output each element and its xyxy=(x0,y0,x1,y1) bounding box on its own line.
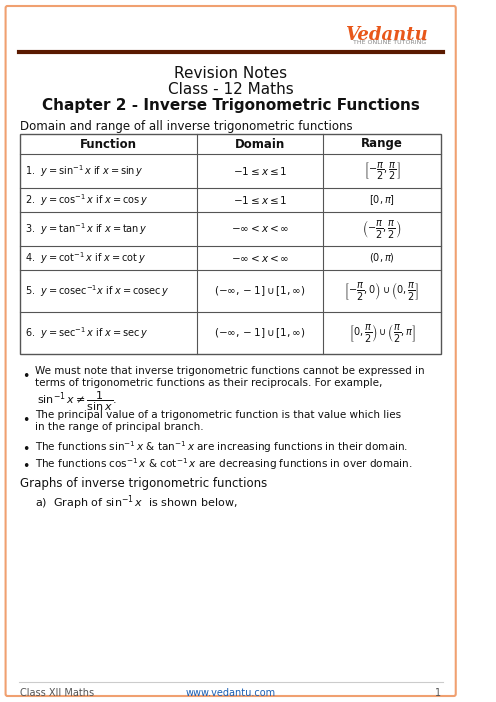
Text: Range: Range xyxy=(361,138,403,150)
Text: $\left[0,\dfrac{\pi}{2}\right)\cup\left(\dfrac{\pi}{2},\pi\right]$: $\left[0,\dfrac{\pi}{2}\right)\cup\left(… xyxy=(349,322,415,344)
Text: Vedantu: Vedantu xyxy=(345,26,428,44)
Text: 5.  $y = \mathrm{cosec}^{-1}x$ if $x = \mathrm{cosec}\,y$: 5. $y = \mathrm{cosec}^{-1}x$ if $x = \m… xyxy=(25,283,170,299)
Text: Revision Notes: Revision Notes xyxy=(174,66,287,81)
Text: Domain and range of all inverse trigonometric functions: Domain and range of all inverse trigonom… xyxy=(20,120,353,133)
Text: The principal value of a trigonometric function is that value which lies: The principal value of a trigonometric f… xyxy=(35,410,401,420)
Text: THE ONLINE TUTORING: THE ONLINE TUTORING xyxy=(353,40,426,45)
Text: Graphs of inverse trigonometric functions: Graphs of inverse trigonometric function… xyxy=(20,477,268,490)
Text: 4.  $y = \cot^{-1}x$ if $x = \cot y$: 4. $y = \cot^{-1}x$ if $x = \cot y$ xyxy=(25,250,146,266)
Text: Function: Function xyxy=(80,138,137,150)
Text: www.vedantu.com: www.vedantu.com xyxy=(186,688,276,698)
Text: Chapter 2 - Inverse Trigonometric Functions: Chapter 2 - Inverse Trigonometric Functi… xyxy=(42,98,420,113)
Text: $(0, \pi)$: $(0, \pi)$ xyxy=(369,251,395,265)
Text: $\sin^{-1}x \neq \dfrac{1}{\sin x}$.: $\sin^{-1}x \neq \dfrac{1}{\sin x}$. xyxy=(37,390,117,413)
Text: •: • xyxy=(22,414,30,427)
Text: Domain: Domain xyxy=(235,138,285,150)
Polygon shape xyxy=(168,139,307,349)
Text: •: • xyxy=(22,460,30,473)
Text: 3.  $y = \tan^{-1}x$ if $x = \tan y$: 3. $y = \tan^{-1}x$ if $x = \tan y$ xyxy=(25,221,148,237)
Text: We must note that inverse trigonometric functions cannot be expressed in: We must note that inverse trigonometric … xyxy=(35,366,425,376)
Text: $(-\infty,-1]\cup[1,\infty)$: $(-\infty,-1]\cup[1,\infty)$ xyxy=(214,326,306,340)
Text: 1.  $y = \sin^{-1}x$ if $x = \sin y$: 1. $y = \sin^{-1}x$ if $x = \sin y$ xyxy=(25,163,144,179)
Text: in the range of principal branch.: in the range of principal branch. xyxy=(35,422,204,432)
Text: $\left[-\dfrac{\pi}{2},0\right)\cup\left(0,\dfrac{\pi}{2}\right]$: $\left[-\dfrac{\pi}{2},0\right)\cup\left… xyxy=(344,280,420,302)
Text: $-\infty < x < \infty$: $-\infty < x < \infty$ xyxy=(231,253,289,263)
Text: terms of trigonometric functions as their reciprocals. For example,: terms of trigonometric functions as thei… xyxy=(35,378,383,388)
Text: Class XII Maths: Class XII Maths xyxy=(20,688,95,698)
Text: 1: 1 xyxy=(434,688,441,698)
Text: •: • xyxy=(22,443,30,456)
Text: $[0, \pi]$: $[0, \pi]$ xyxy=(369,193,395,207)
Text: $\left(-\dfrac{\pi}{2}, \dfrac{\pi}{2}\right)$: $\left(-\dfrac{\pi}{2}, \dfrac{\pi}{2}\r… xyxy=(362,218,402,240)
Text: $-1 \leq x \leq 1$: $-1 \leq x \leq 1$ xyxy=(233,165,287,177)
Text: •: • xyxy=(22,370,30,383)
Text: a)  Graph of $\sin^{-1}x$  is shown below,: a) Graph of $\sin^{-1}x$ is shown below, xyxy=(35,493,238,512)
Text: $\left[-\dfrac{\pi}{2}, \dfrac{\pi}{2}\right]$: $\left[-\dfrac{\pi}{2}, \dfrac{\pi}{2}\r… xyxy=(364,161,400,182)
Text: 6.  $y = \sec^{-1}x$ if $x = \sec y$: 6. $y = \sec^{-1}x$ if $x = \sec y$ xyxy=(25,325,149,341)
Text: The functions $\sin^{-1}x$ & $\tan^{-1}x$ are increasing functions in their doma: The functions $\sin^{-1}x$ & $\tan^{-1}x… xyxy=(35,439,408,455)
FancyBboxPatch shape xyxy=(5,6,456,696)
Text: 2.  $y = \cos^{-1}x$ if $x = \cos y$: 2. $y = \cos^{-1}x$ if $x = \cos y$ xyxy=(25,192,148,208)
Text: Class - 12 Maths: Class - 12 Maths xyxy=(168,82,294,97)
Bar xyxy=(20,134,441,354)
Text: $-1 \leq x \leq 1$: $-1 \leq x \leq 1$ xyxy=(233,194,287,206)
Text: $-\infty < x < \infty$: $-\infty < x < \infty$ xyxy=(231,223,289,234)
Text: $(-\infty,-1]\cup[1,\infty)$: $(-\infty,-1]\cup[1,\infty)$ xyxy=(214,284,306,298)
Text: The functions $\cos^{-1}x$ & $\cot^{-1}x$ are decreasing functions in over domai: The functions $\cos^{-1}x$ & $\cot^{-1}x… xyxy=(35,456,413,472)
